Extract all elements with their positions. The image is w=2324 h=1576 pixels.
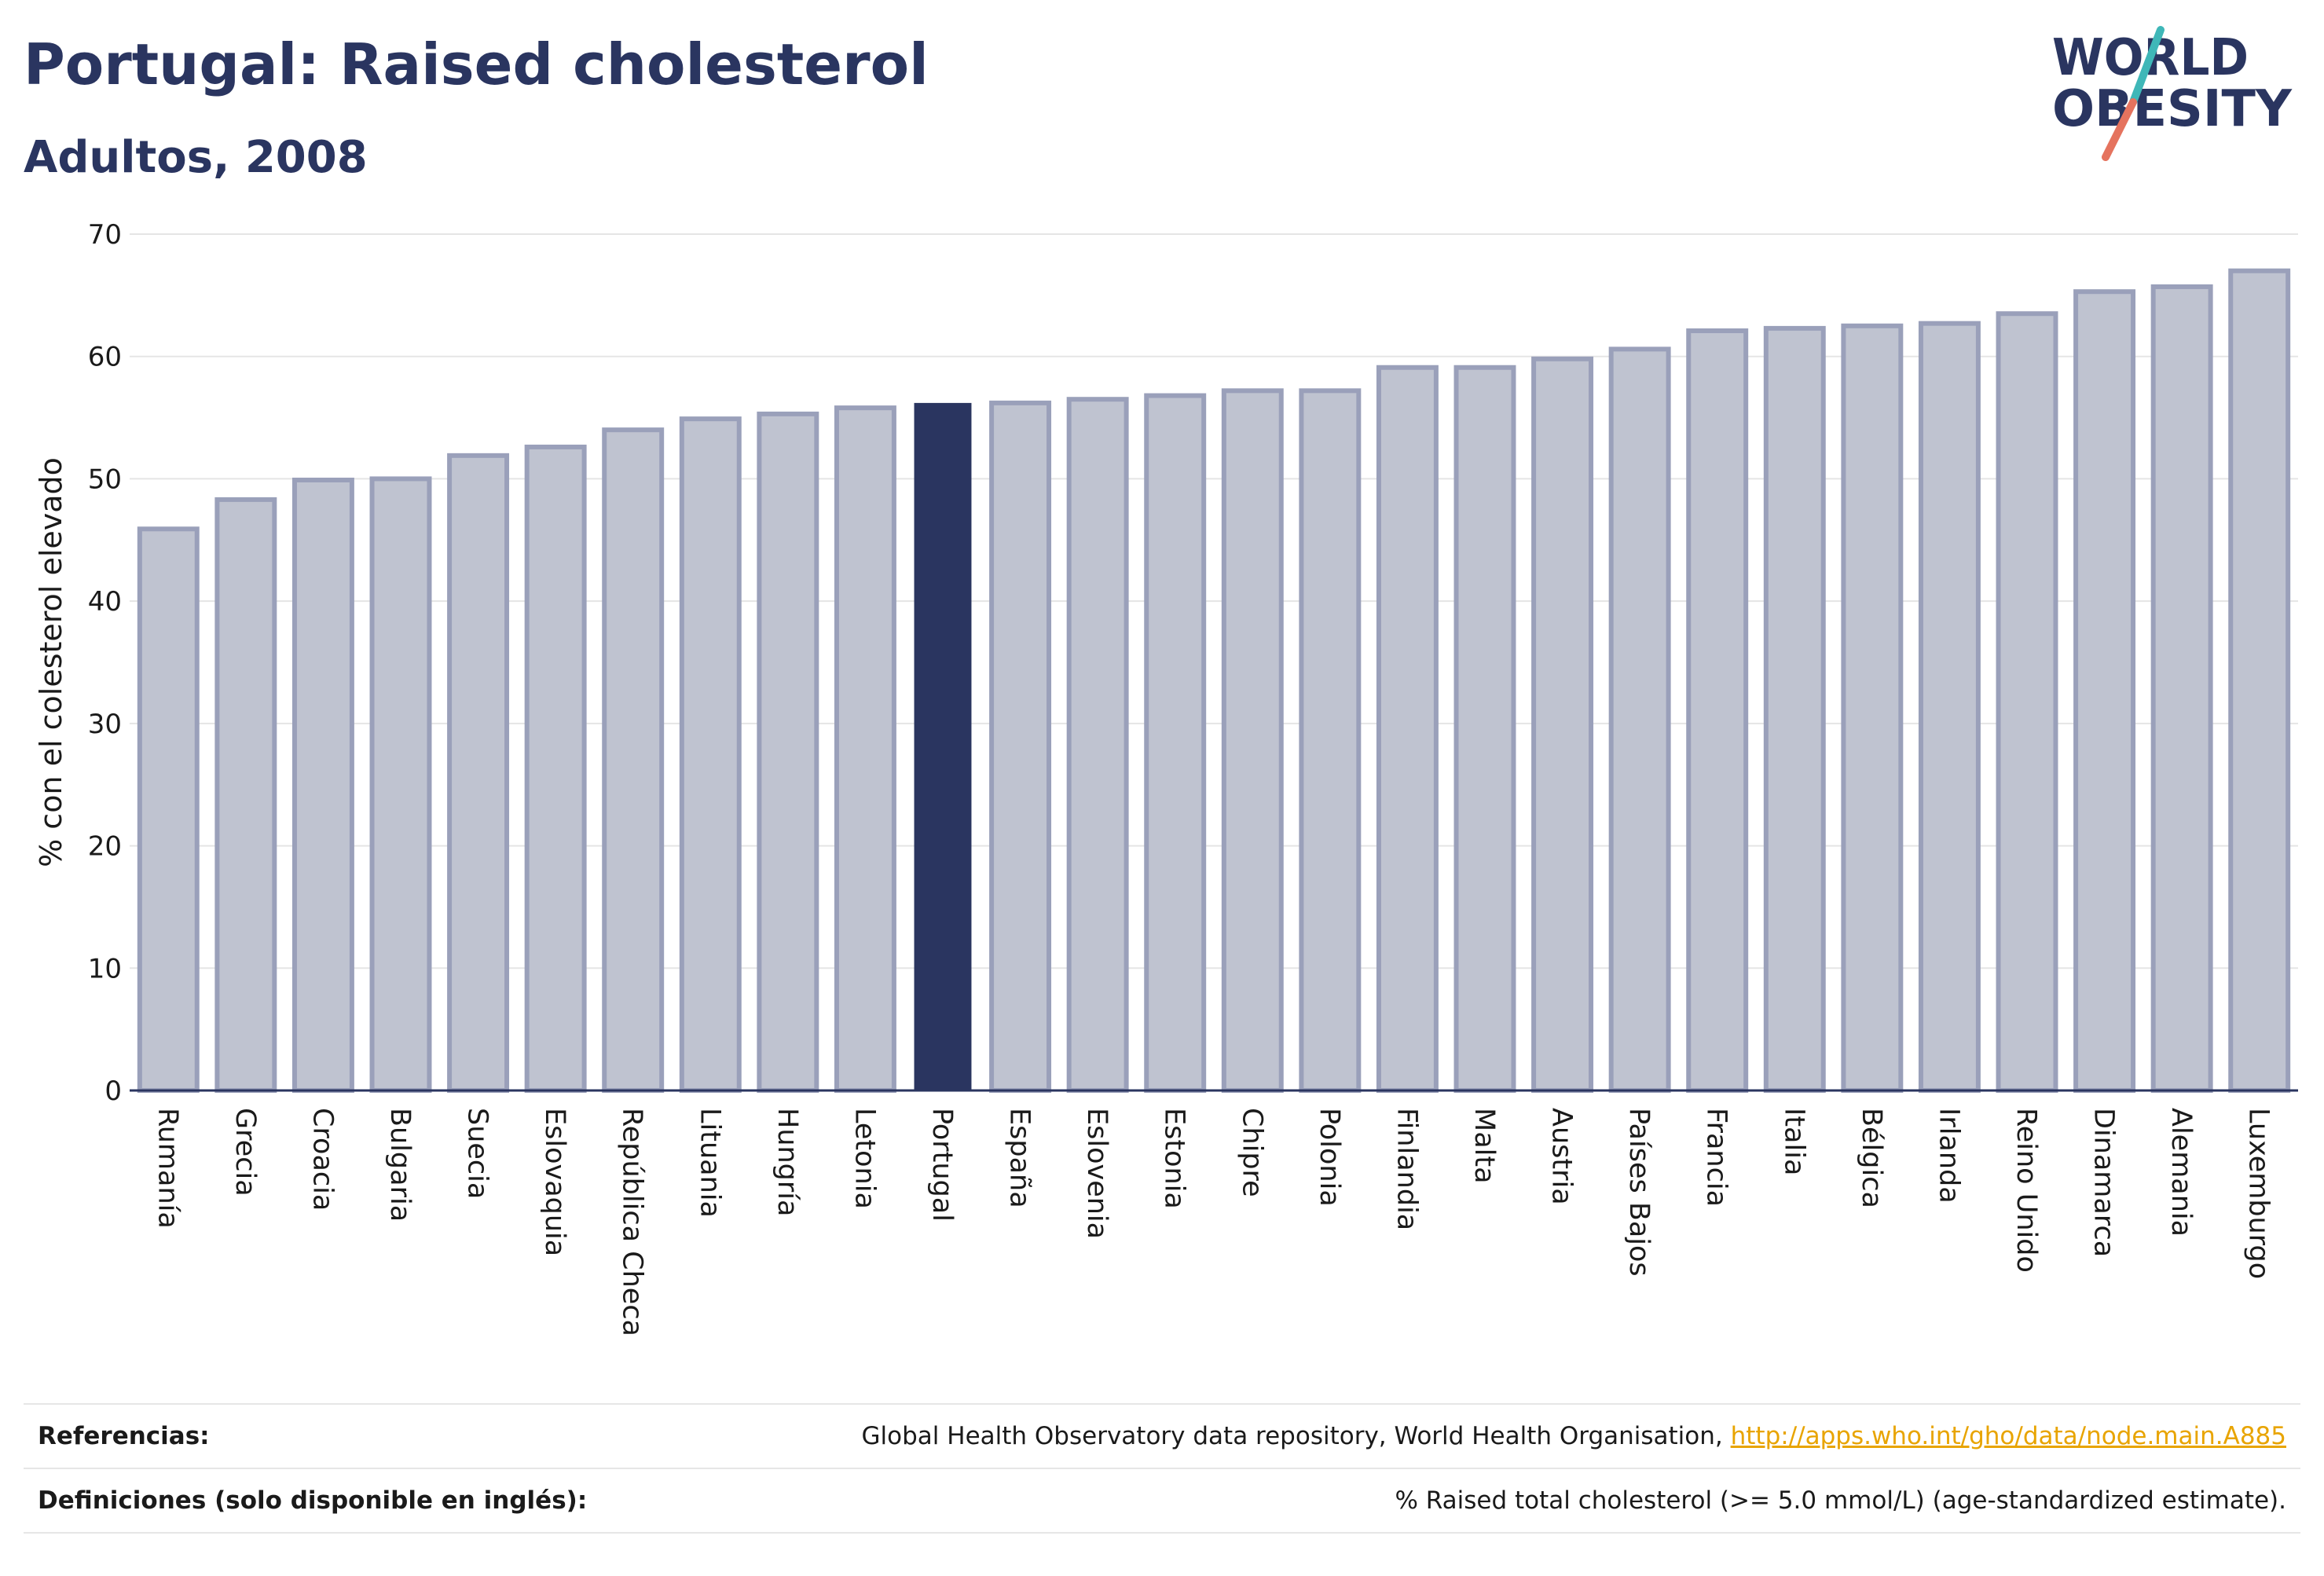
- world-obesity-logo: WORLD OBESITY: [2052, 26, 2293, 161]
- x-tick-label: Polonia: [1314, 1108, 1345, 1207]
- logo-line2: OBESITY: [2052, 80, 2293, 138]
- x-tick-label: Lituania: [694, 1108, 725, 1218]
- chart-subtitle: Adultos, 2008: [24, 132, 368, 183]
- bar-bélgica: [1841, 323, 1904, 1094]
- x-tick-label: Chipre: [1236, 1108, 1267, 1197]
- bar-dinamarca: [2073, 289, 2136, 1093]
- references-row: Referencias: Global Health Observatory d…: [24, 1403, 2300, 1468]
- x-tick-label: Eslovenia: [1081, 1108, 1113, 1239]
- references-value: Global Health Observatory data repositor…: [862, 1422, 2286, 1450]
- x-tick-label: Hungría: [772, 1108, 803, 1216]
- x-axis-labels: Rumanía Grecia Croacia Bulgaria Suecia Eslova…: [152, 1108, 2274, 1336]
- bar-rumanía: [137, 526, 200, 1093]
- x-tick-label: Austria: [1546, 1108, 1578, 1205]
- x-tick-label: Estonia: [1159, 1108, 1190, 1209]
- x-tick-label: Croacia: [306, 1108, 338, 1211]
- x-tick-label: Reino Unido: [2011, 1108, 2042, 1273]
- x-tick-label: Dinamarca: [2088, 1108, 2120, 1257]
- bar-italia: [1763, 325, 1826, 1093]
- x-tick-label: Suecia: [462, 1108, 493, 1199]
- references-label: Referencias:: [38, 1422, 210, 1450]
- references-text: Global Health Observatory data repositor…: [861, 1422, 1731, 1450]
- x-tick-label: Italia: [1778, 1108, 1809, 1175]
- x-tick-label: Letonia: [849, 1108, 880, 1209]
- x-tick-label: Irlanda: [1933, 1108, 1964, 1204]
- bar-lituania: [679, 416, 742, 1093]
- bar-eslovaquia: [524, 444, 587, 1093]
- x-tick-label: Luxemburgo: [2243, 1108, 2275, 1279]
- bar-croacia: [291, 477, 354, 1093]
- bar-chart: 0 10 20 30 40 50 60 70 Rumanía Grecia Croacia Bulg…: [34, 219, 2298, 1336]
- x-tick-label: España: [1004, 1108, 1036, 1208]
- bar-españa: [989, 400, 1052, 1093]
- x-tick-label: Finlandia: [1391, 1108, 1422, 1230]
- x-tick-label: Alemania: [2165, 1108, 2197, 1237]
- bar-finlandia: [1376, 365, 1439, 1093]
- x-tick-label: República Checa: [617, 1108, 648, 1336]
- y-tick-label: 30: [88, 709, 122, 740]
- bar-polonia: [1299, 388, 1362, 1094]
- definitions-label: Definiciones (solo disponible en inglés)…: [38, 1486, 588, 1515]
- x-tick-label: Portugal: [926, 1108, 958, 1222]
- bar-irlanda: [1918, 321, 1981, 1093]
- y-axis-title: % con el colesterol elevado: [34, 457, 68, 867]
- bar-letonia: [834, 405, 896, 1094]
- bar-francia: [1686, 328, 1749, 1093]
- x-tick-label: Francia: [1701, 1108, 1732, 1207]
- x-tick-label: Eslovaquia: [539, 1108, 570, 1256]
- bar-hungría: [757, 411, 819, 1093]
- footer-divider: [24, 1532, 2300, 1534]
- bars: [137, 268, 2291, 1094]
- x-tick-label: Países Bajos: [1623, 1108, 1655, 1277]
- definitions-row: Definiciones (solo disponible en inglés)…: [24, 1468, 2300, 1532]
- x-tick-label: Malta: [1468, 1108, 1500, 1184]
- logo-slash-coral: [2102, 98, 2137, 161]
- x-tick-label: Grecia: [229, 1108, 261, 1197]
- bar-estonia: [1144, 393, 1207, 1094]
- chart-title: Portugal: Raised cholesterol: [24, 31, 929, 97]
- y-tick-label: 70: [88, 219, 122, 251]
- y-tick-label: 40: [88, 586, 122, 618]
- bar-reino-unido: [1996, 311, 2058, 1093]
- y-tick-label: 50: [88, 464, 122, 495]
- bar-república-checa: [602, 427, 665, 1093]
- bar-portugal: [914, 402, 972, 1090]
- references-link[interactable]: http://apps.who.int/gho/data/node.main.A…: [1730, 1422, 2286, 1450]
- bar-austria: [1531, 356, 1594, 1094]
- bar-malta: [1453, 365, 1516, 1093]
- x-tick-label: Rumanía: [152, 1108, 183, 1229]
- x-tick-label: Bulgaria: [384, 1108, 416, 1222]
- y-tick-label: 10: [88, 953, 122, 984]
- x-tick-label: Bélgica: [1856, 1108, 1887, 1208]
- bar-países-bajos: [1608, 346, 1671, 1094]
- bar-suecia: [447, 453, 510, 1094]
- bar-eslovenia: [1066, 397, 1129, 1093]
- bar-bulgaria: [369, 476, 432, 1093]
- definitions-value: % Raised total cholesterol (>= 5.0 mmol/…: [1395, 1486, 2286, 1515]
- logo-slash-teal: [2129, 26, 2165, 106]
- bar-alemania: [2150, 284, 2213, 1093]
- y-tick-label: 60: [88, 342, 122, 373]
- bar-chipre: [1221, 388, 1284, 1094]
- y-tick-label: 20: [88, 831, 122, 863]
- bar-luxemburgo: [2228, 268, 2291, 1094]
- y-axis-ticks: 0 10 20 30 40 50 60 70: [88, 219, 122, 1107]
- bar-grecia: [214, 497, 277, 1093]
- y-tick-label: 0: [104, 1076, 122, 1107]
